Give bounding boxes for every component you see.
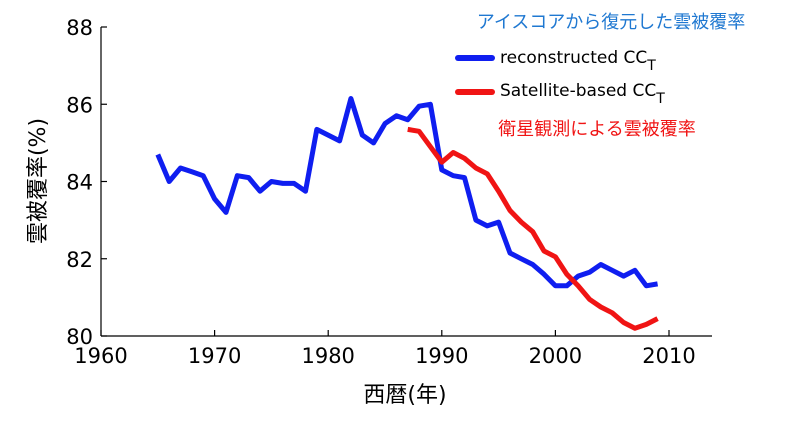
x-tick-label: 1960 xyxy=(74,344,127,368)
tick-labels: 1960 1970 1980 1990 2000 2010 80 82 84 86 88 xyxy=(66,16,695,368)
y-tick-label: 88 xyxy=(66,16,93,40)
legend-label-satellite-subscript: T xyxy=(655,91,665,107)
legend-entry-reconstructed: reconstructed CCT xyxy=(455,48,656,74)
x-tick-label: 2010 xyxy=(642,344,695,368)
legend-label-reconstructed-subscript: T xyxy=(646,58,656,74)
x-tick-label: 1990 xyxy=(415,344,468,368)
legend-label-satellite-name: Satellite-based CC xyxy=(500,81,656,101)
annotation-reconstructed: アイスコアから復元した雲被覆率 xyxy=(477,12,746,33)
legend-label-reconstructed-name: reconstructed CC xyxy=(500,48,647,68)
x-tick-label: 1980 xyxy=(301,344,354,368)
annotation-satellite: 衛星観測による雲被覆率 xyxy=(498,119,695,140)
y-tick-label: 84 xyxy=(66,171,93,195)
series-satellite-line xyxy=(407,126,659,331)
series-layer xyxy=(155,96,659,331)
y-tick-label: 80 xyxy=(66,325,93,349)
y-axis-title: 雲被覆率(%) xyxy=(26,118,51,244)
x-axis-title: 西暦(年) xyxy=(363,383,446,408)
axes xyxy=(100,27,712,337)
ticks xyxy=(100,26,670,337)
y-tick-label: 86 xyxy=(66,93,93,117)
legend-label-reconstructed: reconstructed CCT xyxy=(500,48,656,74)
y-tick-label: 82 xyxy=(66,248,93,272)
x-tick-label: 1970 xyxy=(188,344,241,368)
x-tick-label: 2000 xyxy=(529,344,582,368)
legend: reconstructed CCT Satellite-based CCT xyxy=(455,48,665,107)
legend-label-satellite: Satellite-based CCT xyxy=(500,81,665,107)
legend-entry-satellite: Satellite-based CCT xyxy=(455,81,665,107)
